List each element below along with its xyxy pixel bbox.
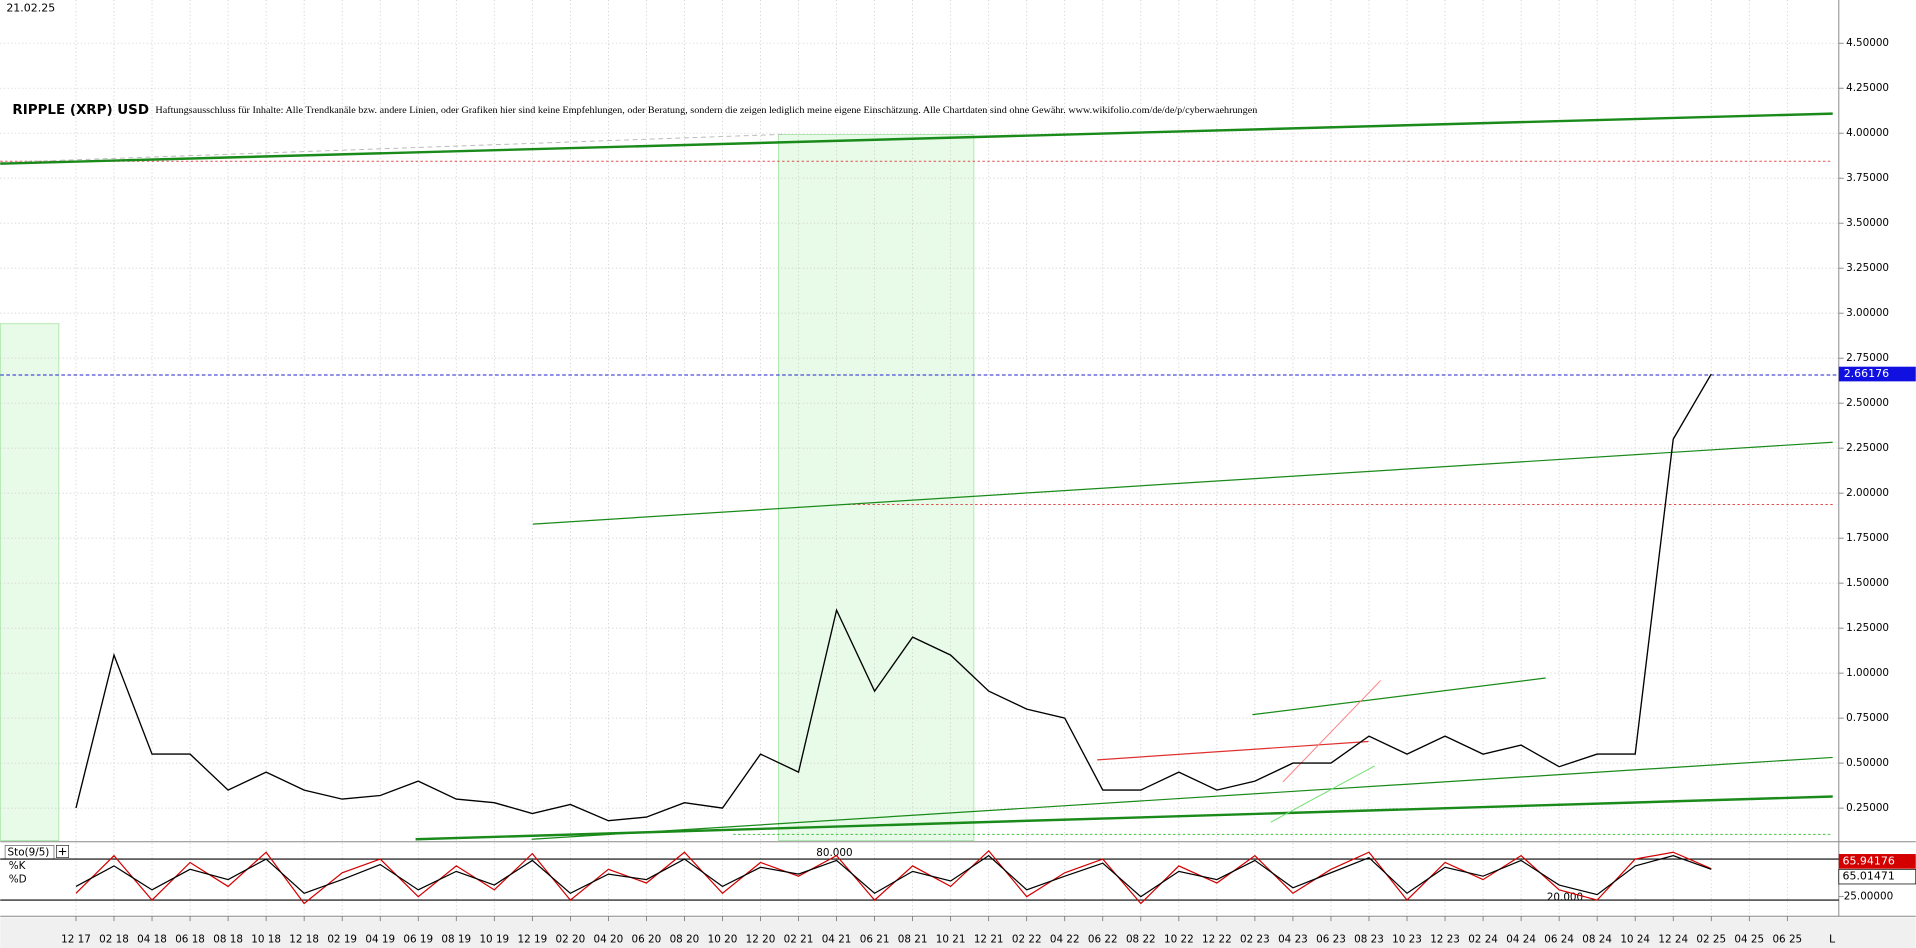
x-tick-label: 02 19: [327, 933, 357, 945]
date-label: 21.02.25: [6, 2, 55, 15]
x-tick-label: 08 20: [670, 933, 700, 945]
stochastic-line: [75, 854, 1712, 898]
expand-icon: [58, 847, 67, 856]
x-tick-label: 08 19: [441, 933, 471, 945]
last-value-label: 65.94176: [1842, 854, 1894, 867]
x-tick-label: 02 18: [99, 933, 129, 945]
last-price-label: 2.66176: [1844, 367, 1889, 380]
x-tick-label: 04 20: [594, 933, 624, 945]
x-tick-label: 12 22: [1202, 933, 1232, 945]
x-tick-label: 04 25: [1734, 933, 1764, 945]
x-tick-label: 06 23: [1316, 933, 1346, 945]
y-tick-label: 4.25000: [1846, 82, 1889, 94]
y-tick-label: 4.00000: [1846, 127, 1889, 139]
x-tick-label: 10 24: [1620, 933, 1650, 945]
x-tick-label: 02 20: [556, 933, 586, 945]
x-tick-label: 04 19: [365, 933, 395, 945]
x-tick-label: 08 23: [1354, 933, 1384, 945]
trend-line: [532, 441, 1833, 525]
x-tick-label: 10 21: [936, 933, 966, 945]
y-tick-label: 1.50000: [1846, 577, 1889, 589]
y-tick-label: 0.25000: [1846, 802, 1889, 814]
x-tick-label: 06 18: [175, 933, 205, 945]
x-tick-label: 08 22: [1126, 933, 1156, 945]
y-tick-label: 25.00000: [1844, 891, 1894, 903]
x-tick-label: 10 20: [708, 933, 738, 945]
y-tick-label: 0.75000: [1846, 712, 1889, 724]
x-tick-label: 12 24: [1658, 933, 1688, 945]
x-tick-label: 12 20: [746, 933, 776, 945]
trend-line: [1252, 677, 1546, 716]
x-tick-label: 04 18: [137, 933, 167, 945]
x-axis-band: [0, 917, 1916, 948]
y-tick-label: 2.25000: [1846, 442, 1889, 454]
x-tick-label: 06 20: [632, 933, 662, 945]
x-tick-label: 06 25: [1772, 933, 1802, 945]
x-tick-label: 08 24: [1582, 933, 1612, 945]
level-label: 20.000: [1547, 892, 1583, 904]
legend-k: %K: [9, 860, 27, 872]
highlight-zone: [778, 134, 975, 841]
last-price-box: [1838, 366, 1916, 382]
x-tick-label: 12 23: [1430, 933, 1460, 945]
chart-title: RIPPLE (XRP) USD: [12, 103, 149, 118]
x-tick-label: 10 18: [251, 933, 281, 945]
y-tick-label: 3.00000: [1846, 307, 1889, 319]
x-tick-label: 10 19: [479, 933, 509, 945]
trend-line: [0, 133, 783, 163]
y-tick-label: 1.25000: [1846, 622, 1889, 634]
trend-line: [1282, 680, 1382, 783]
y-tick-label: 2.00000: [1846, 487, 1889, 499]
highlight-zone: [0, 323, 60, 841]
x-tick-label: 04 21: [822, 933, 852, 945]
trend-line: [0, 112, 1833, 165]
trend-lines: [0, 112, 1839, 841]
x-tick-label: 04 24: [1506, 933, 1536, 945]
trend-line: [531, 756, 1833, 840]
x-tick-label: 08 21: [898, 933, 928, 945]
trend-line: [1270, 765, 1375, 823]
price-line: [75, 373, 1712, 822]
x-tick-label: 06 24: [1544, 933, 1574, 945]
corner-label: L: [1829, 932, 1836, 945]
x-tick-label: 02 22: [1012, 933, 1042, 945]
x-tick-label: 12 21: [974, 933, 1004, 945]
y-tick-label: 1.00000: [1846, 667, 1889, 679]
y-tick-label: 3.50000: [1846, 217, 1889, 229]
x-tick-label: 06 21: [860, 933, 890, 945]
indicator-title[interactable]: Sto(9/5): [8, 847, 50, 859]
x-tick-label: 02 21: [784, 933, 814, 945]
grid: [0, 0, 1839, 917]
x-tick-label: 02 23: [1240, 933, 1270, 945]
x-tick-label: 12 18: [289, 933, 319, 945]
x-tick-label: 02 24: [1468, 933, 1498, 945]
last-value-box: [1838, 854, 1916, 869]
y-tick-label: 3.75000: [1846, 172, 1889, 184]
x-tick-label: 12 17: [61, 933, 91, 945]
x-tick-label: 10 22: [1164, 933, 1194, 945]
y-tick-label: 4.50000: [1846, 37, 1889, 49]
x-tick-label: 06 19: [403, 933, 433, 945]
x-tick-label: 04 22: [1050, 933, 1080, 945]
y-tick-label: 2.50000: [1846, 397, 1889, 409]
y-tick-label: 3.25000: [1846, 262, 1889, 274]
y-tick-label: 1.75000: [1846, 532, 1889, 544]
x-tick-label: 06 22: [1088, 933, 1118, 945]
x-tick-label: 08 18: [213, 933, 243, 945]
level-label: 80.000: [816, 847, 852, 859]
trend-line: [1097, 740, 1369, 761]
x-tick-label: 10 23: [1392, 933, 1422, 945]
y-tick-label: 2.75000: [1846, 352, 1889, 364]
plot: 0.25000 0.50000 0.75000 1.00000 1.25000 1.500…: [0, 37, 1916, 945]
y-tick-label: 0.50000: [1846, 757, 1889, 769]
disclaimer: Haftungsausschluss für Inhalte: Alle Tre…: [155, 105, 1257, 115]
legend-d: %D: [9, 874, 27, 886]
x-tick-label: 04 23: [1278, 933, 1308, 945]
x-tick-label: 12 19: [517, 933, 547, 945]
x-tick-label: 02 25: [1696, 933, 1726, 945]
last-value-label: 65.01471: [1842, 870, 1894, 883]
